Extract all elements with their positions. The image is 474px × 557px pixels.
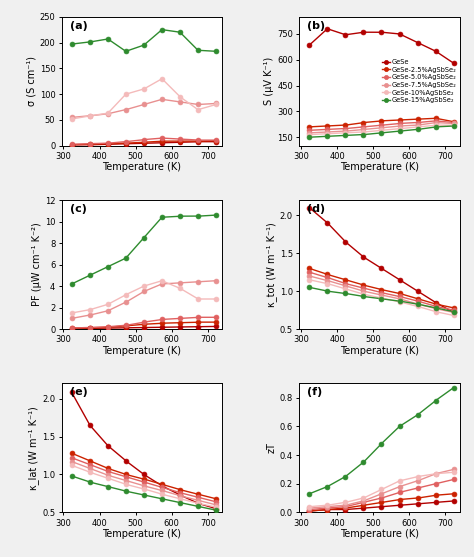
X-axis label: Temperature (K): Temperature (K) bbox=[102, 529, 182, 539]
Y-axis label: S (μV K⁻¹): S (μV K⁻¹) bbox=[264, 57, 274, 105]
Text: (b): (b) bbox=[307, 21, 325, 31]
X-axis label: Temperature (K): Temperature (K) bbox=[340, 529, 419, 539]
Y-axis label: σ (S cm⁻¹): σ (S cm⁻¹) bbox=[27, 56, 37, 106]
Y-axis label: κ_tot (W m⁻¹ K⁻¹): κ_tot (W m⁻¹ K⁻¹) bbox=[266, 222, 277, 307]
X-axis label: Temperature (K): Temperature (K) bbox=[340, 163, 419, 173]
Y-axis label: zT: zT bbox=[267, 442, 277, 453]
Y-axis label: PF (μW cm⁻¹ K⁻²): PF (μW cm⁻¹ K⁻²) bbox=[32, 223, 42, 306]
X-axis label: Temperature (K): Temperature (K) bbox=[102, 346, 182, 356]
Legend: GeSe, GeSe-2.5%AgSbSe₂, GeSe-5.0%AgSbSe₂, GeSe-7.5%AgSbSe₂, GeSe-10%AgSbSe₂, GeS: GeSe, GeSe-2.5%AgSbSe₂, GeSe-5.0%AgSbSe₂… bbox=[382, 59, 456, 104]
Text: (e): (e) bbox=[70, 387, 87, 397]
Y-axis label: κ_lat (W m⁻¹ K⁻¹): κ_lat (W m⁻¹ K⁻¹) bbox=[28, 406, 39, 490]
X-axis label: Temperature (K): Temperature (K) bbox=[102, 163, 182, 173]
Text: (f): (f) bbox=[307, 387, 322, 397]
X-axis label: Temperature (K): Temperature (K) bbox=[340, 346, 419, 356]
Text: (d): (d) bbox=[307, 204, 325, 214]
Text: (a): (a) bbox=[70, 21, 87, 31]
Text: (c): (c) bbox=[70, 204, 87, 214]
